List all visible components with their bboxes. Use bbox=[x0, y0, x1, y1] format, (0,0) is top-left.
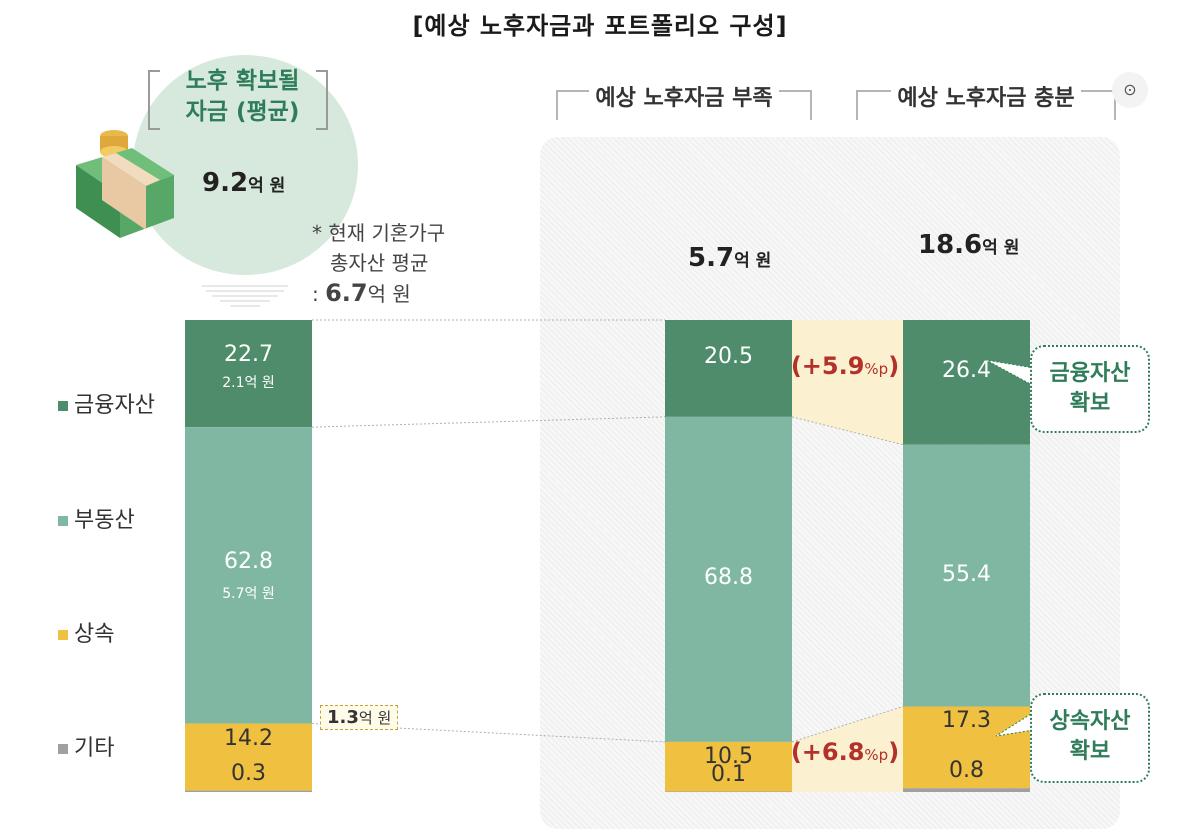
scenario-enough-label: 예상 노후자금 충분 bbox=[856, 80, 1116, 112]
image-search-icon[interactable]: ⊙ bbox=[1112, 72, 1148, 108]
retirement-fund-circle bbox=[133, 55, 358, 275]
inheritance-difference-band bbox=[792, 706, 903, 792]
retirement-fund-label-line1: 노후 확보될 bbox=[185, 68, 300, 94]
legend-financial-label: 금융자산 bbox=[74, 393, 155, 418]
inheritance-diff-open: (+ bbox=[790, 738, 822, 766]
chart-title: [예상 노후자금과 포트폴리오 구성] bbox=[412, 12, 788, 40]
label-bracket-right bbox=[316, 70, 328, 130]
legend-other-label: 기타 bbox=[74, 736, 115, 761]
bar-segment-inheritance bbox=[665, 741, 792, 792]
scenario-short-label: 예상 노후자금 부족 bbox=[556, 80, 812, 112]
financial-callout-line2: 확보 bbox=[1069, 391, 1111, 416]
connector-line bbox=[791, 416, 904, 446]
legend-other-square-icon bbox=[58, 744, 68, 754]
retirement-fund-label-line2: 자금 (평균) bbox=[185, 99, 300, 125]
scenario-enough-amount: 18.6억 원 bbox=[918, 230, 1019, 260]
bar-segment-real-estate bbox=[665, 416, 792, 742]
bar-segment-financial bbox=[665, 320, 792, 417]
legend-inheritance-square-icon bbox=[58, 630, 68, 640]
bar-segment-real-estate bbox=[185, 427, 312, 724]
note-unit: 억 원 bbox=[367, 282, 411, 306]
note-amount: 6.7 bbox=[325, 279, 368, 307]
bar-segment-other bbox=[665, 791, 792, 793]
financial-callout-line1: 금융자산 bbox=[1049, 361, 1131, 386]
bar-segment-other bbox=[903, 788, 1030, 792]
financial-diff-value: 5.9 bbox=[821, 352, 865, 380]
connector-line bbox=[311, 723, 666, 743]
label-bracket-left bbox=[148, 70, 160, 130]
inheritance-amount-value: 1.3 bbox=[327, 707, 359, 728]
scenario-short-label-text: 예상 노후자금 부족 bbox=[589, 86, 779, 111]
scenario-short-amount-value: 5.7 bbox=[688, 243, 735, 273]
bar-segment-financial bbox=[903, 320, 1030, 445]
scenario-short-amount: 5.7억 원 bbox=[688, 243, 771, 273]
note-line2: 총자산 평균 bbox=[330, 251, 429, 275]
scenario-enough-label-text: 예상 노후자금 충분 bbox=[891, 86, 1081, 111]
financial-difference-band bbox=[792, 320, 903, 445]
inheritance-amount-tag: 1.3억 원 bbox=[320, 705, 399, 730]
scenario-enough-amount-value: 18.6 bbox=[918, 230, 983, 260]
inheritance-diff-value: 6.8 bbox=[821, 738, 865, 766]
bar-segment-inheritance bbox=[903, 706, 1030, 789]
inheritance-diff-close: ) bbox=[888, 738, 900, 766]
legend-inheritance-label: 상속 bbox=[74, 622, 115, 647]
inheritance-amount-unit: 억 원 bbox=[358, 709, 392, 727]
legend-real-estate-square-icon bbox=[58, 516, 68, 526]
bar-segment-inheritance bbox=[185, 723, 312, 791]
note-line1: * 현재 기혼가구 bbox=[312, 221, 446, 245]
inheritance-callout-line1: 상속자산 bbox=[1049, 709, 1131, 734]
bar-segment-financial bbox=[185, 320, 312, 428]
inheritance-diff-unit: %p bbox=[864, 746, 889, 764]
retirement-fund-amount-value: 9.2 bbox=[202, 168, 249, 198]
inheritance-difference-annotation: (+6.8%p) bbox=[780, 738, 910, 766]
financial-diff-open: (+ bbox=[790, 352, 822, 380]
money-stack-icon bbox=[76, 130, 174, 238]
connector-line bbox=[311, 416, 666, 428]
legend-item-real-estate: 부동산 bbox=[58, 502, 135, 534]
chevron-down-icon bbox=[202, 285, 288, 307]
financial-diff-close: ) bbox=[888, 352, 900, 380]
inheritance-callout-line2: 확보 bbox=[1069, 739, 1111, 764]
retirement-fund-amount-unit: 억 원 bbox=[248, 176, 286, 196]
inheritance-callout: 상속자산 확보 bbox=[1030, 693, 1150, 783]
note-prefix: : bbox=[312, 282, 319, 306]
financial-diff-unit: %p bbox=[864, 360, 889, 378]
legend-item-other: 기타 bbox=[58, 730, 114, 762]
financial-difference-annotation: (+5.9%p) bbox=[780, 352, 910, 380]
legend-item-financial: 금융자산 bbox=[58, 387, 155, 419]
retirement-fund-label: 노후 확보될 자금 (평균) bbox=[150, 66, 335, 128]
legend-item-inheritance: 상속 bbox=[58, 616, 114, 648]
bar-segment-other bbox=[185, 790, 312, 792]
retirement-fund-amount: 9.2억 원 bbox=[202, 168, 285, 198]
connector-line bbox=[791, 706, 904, 743]
legend-financial-square-icon bbox=[58, 401, 68, 411]
scenario-enough-amount-unit: 억 원 bbox=[982, 238, 1020, 258]
financial-callout: 금융자산 확보 bbox=[1030, 345, 1150, 433]
bar-segment-real-estate bbox=[903, 444, 1030, 707]
legend-real-estate-label: 부동산 bbox=[74, 508, 135, 533]
scenario-short-amount-unit: 억 원 bbox=[734, 251, 772, 271]
current-assets-note: * 현재 기혼가구 총자산 평균 : 6.7억 원 bbox=[312, 218, 445, 309]
